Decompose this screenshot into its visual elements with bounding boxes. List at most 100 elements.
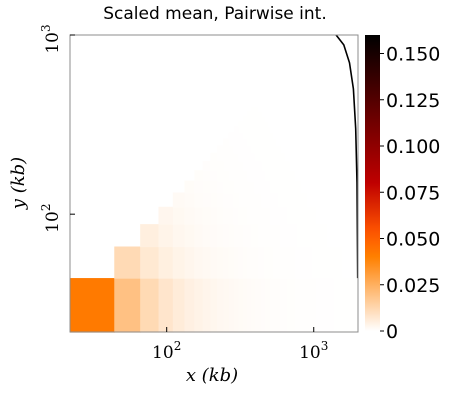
heatmap-cell — [333, 69, 336, 74]
heatmap-cell — [295, 62, 298, 66]
heatmap-cell — [334, 192, 337, 208]
heatmap-cell — [314, 35, 317, 39]
heatmap-cell — [351, 37, 353, 40]
heatmap-cell — [346, 116, 348, 122]
heatmap-cell — [325, 51, 328, 54]
heatmap-cell — [291, 138, 294, 147]
heatmap-cell — [349, 88, 352, 93]
heatmap-cell — [254, 224, 259, 248]
heatmap-cell — [293, 84, 296, 89]
heatmap-cell — [210, 278, 218, 333]
heatmap-cell — [317, 121, 320, 128]
heatmap-cell — [339, 95, 341, 100]
heatmap-cell — [298, 64, 302, 68]
heatmap-cell — [349, 69, 351, 74]
heatmap-cell — [329, 39, 331, 42]
heatmap-cell — [303, 51, 307, 54]
heatmap-cell — [343, 224, 345, 248]
heatmap-cell — [270, 84, 274, 89]
heatmap-cell — [336, 116, 339, 122]
heatmap-cell — [342, 53, 344, 56]
heatmap-cell — [335, 91, 338, 96]
heatmap-cell — [335, 62, 338, 66]
heatmap-cell — [321, 43, 323, 46]
heatmap-cell — [321, 102, 323, 108]
heatmap-cell — [311, 246, 314, 279]
heatmap-cell — [345, 67, 348, 71]
heatmap-cell — [319, 88, 322, 93]
heatmap-cell — [321, 88, 323, 93]
heatmap-cell — [327, 57, 329, 61]
heatmap-cell — [282, 246, 286, 279]
heatmap-cell — [349, 98, 351, 104]
heatmap-cell — [330, 132, 333, 140]
heatmap-cell — [275, 116, 279, 122]
heatmap-cell — [323, 170, 326, 182]
heatmap-cell — [291, 91, 294, 96]
heatmap-cell — [303, 138, 307, 147]
heatmap-cell — [311, 278, 314, 333]
heatmap-cell — [315, 69, 318, 74]
heatmap-cell — [353, 46, 356, 50]
heatmap-cell — [333, 72, 336, 77]
heatmap-cell — [351, 88, 353, 93]
heatmap-cell — [343, 78, 346, 83]
heatmap-cell — [318, 51, 321, 54]
heatmap-cell — [325, 278, 328, 333]
heatmap-cell — [287, 72, 290, 77]
heatmap-cell — [343, 64, 346, 68]
heatmap-cell — [332, 192, 335, 208]
heatmap-cell — [339, 78, 341, 83]
heatmap-cell — [347, 107, 349, 113]
heatmap-cell — [347, 132, 349, 140]
heatmap-cell — [353, 39, 356, 42]
heatmap-cell — [356, 69, 358, 74]
heatmap-cell — [344, 98, 347, 104]
heatmap-cell — [319, 55, 322, 59]
heatmap-cell — [307, 57, 310, 61]
heatmap-cell — [337, 64, 340, 68]
heatmap-cell — [355, 170, 357, 182]
heatmap-cell — [238, 224, 244, 248]
heatmap-cell — [333, 88, 336, 93]
heatmap-cell — [247, 192, 252, 208]
heatmap-cell — [354, 138, 356, 147]
heatmap-cell — [356, 43, 358, 46]
heatmap-cell — [303, 132, 307, 140]
heatmap-cell — [329, 41, 331, 44]
heatmap-cell — [308, 51, 311, 54]
heatmap-cell — [354, 39, 356, 42]
heatmap-cell — [335, 72, 338, 77]
heatmap-cell — [333, 98, 336, 104]
heatmap-cell — [307, 116, 310, 122]
heatmap-cell — [322, 48, 325, 52]
heatmap-cell — [264, 111, 268, 117]
heatmap-cell — [261, 246, 266, 279]
heatmap-cell — [310, 44, 313, 48]
heatmap-cell — [302, 152, 305, 162]
heatmap-cell — [346, 161, 348, 171]
heatmap-cell — [327, 145, 329, 154]
heatmap-cell — [228, 206, 235, 225]
heatmap-cell — [300, 132, 303, 140]
heatmap-cell — [270, 116, 274, 122]
heatmap-cell — [270, 152, 274, 162]
heatmap-cell — [275, 170, 279, 182]
heatmap-cell — [278, 75, 282, 80]
heatmap-cell — [322, 98, 325, 104]
heatmap-cell — [330, 55, 333, 59]
heatmap-cell — [346, 138, 348, 147]
heatmap-cell — [347, 53, 349, 56]
heatmap-cell — [334, 48, 337, 52]
heatmap-cell — [355, 39, 358, 42]
heatmap-cell — [348, 132, 350, 140]
heatmap-cell — [321, 78, 323, 83]
heatmap-cell — [330, 59, 333, 63]
heatmap-cell — [295, 72, 298, 77]
heatmap-cell — [330, 98, 333, 104]
heatmap-cell — [318, 116, 321, 122]
heatmap-cell — [331, 170, 334, 182]
heatmap-cell — [352, 35, 354, 39]
heatmap-cell — [345, 107, 348, 113]
